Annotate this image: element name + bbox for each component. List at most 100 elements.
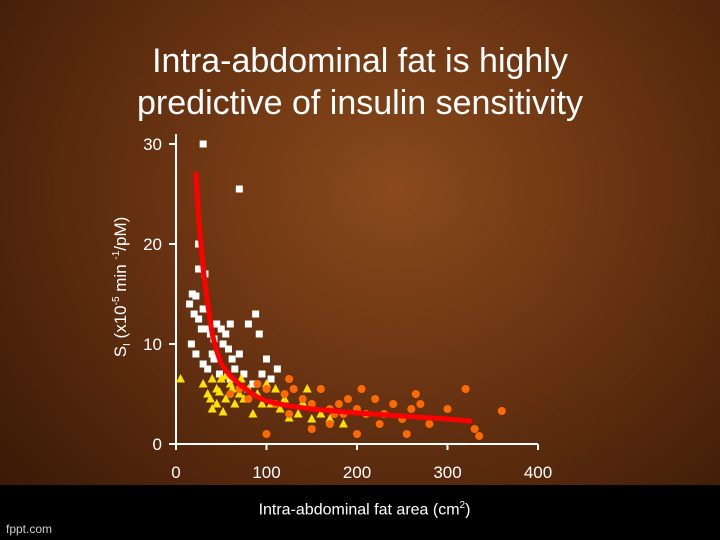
data-point-circle [343,395,352,403]
data-point-circle [416,400,425,408]
data-point-circle [407,405,416,413]
data-point-circle [353,430,361,438]
data-point-circle [375,420,384,428]
data-point-square [195,265,203,273]
data-point-triangle [212,399,222,408]
data-point-circle [307,400,316,408]
data-point-square [219,340,227,348]
data-point-square [192,292,200,300]
data-point-square [188,290,196,298]
data-point-triangle [293,409,303,418]
data-point-circle [475,432,484,440]
data-point-circle [298,395,307,403]
x-tick-label: 200 [343,463,371,482]
x-tick-label: 400 [524,463,552,482]
data-point-square [217,325,225,333]
data-point-square [204,325,212,333]
data-point-circle [226,390,235,398]
x-tick-label: 300 [433,463,461,482]
data-point-circle [289,385,298,393]
data-point-circle [470,425,479,433]
data-point-square [228,355,236,363]
data-point-square [249,380,257,388]
data-point-triangle [221,371,231,380]
data-point-square [197,325,205,333]
fit-curve-line [193,171,473,424]
data-point-circle [389,400,398,408]
data-point-square [252,310,260,318]
x-axis-label-sup: 2 [459,500,466,511]
data-point-triangle [316,409,326,418]
data-point-square [255,330,263,338]
data-point-circle [334,400,343,408]
data-point-square [213,320,221,328]
y-tick-label: 0 [153,435,162,454]
y-tick-label: 20 [143,235,162,254]
data-point-circle [316,385,325,393]
y-axis-label-tail: /pM) [110,216,130,251]
data-point-square [222,330,230,338]
data-point-square [226,320,234,328]
data-point-triangle [307,414,317,423]
data-point-square [231,365,239,373]
y-tick-label: 10 [143,335,162,354]
y-axis-label-sup1: -5 [111,296,123,306]
data-point-triangle [257,399,267,408]
data-point-square [258,370,266,378]
data-point-circle [461,385,470,393]
title-line-2: predictive of insulin sensitivity [137,84,583,122]
data-point-square [186,300,194,308]
data-point-triangle [325,414,335,423]
data-point-triangle [230,399,240,408]
data-point-square [199,140,207,148]
data-point-circle [280,390,289,398]
data-point-square [192,350,200,358]
data-point-circle [285,375,294,383]
data-point-triangle [262,379,271,388]
x-tick-label: 0 [171,463,180,482]
y-axis-label-s: S [110,345,130,358]
footer-bar: fppt.com [0,485,720,540]
data-point-circle [443,405,452,413]
data-point-triangle [198,379,208,388]
data-point-triangle [302,384,312,393]
y-tick-label: 30 [143,135,162,154]
data-point-circle [411,390,420,398]
data-point-square [240,370,248,378]
data-point-square [273,365,281,373]
data-point-triangle [234,389,244,398]
data-point-square [187,340,195,348]
data-point-triangle [218,407,228,416]
x-axis-label: Intra-abdominal fat area (cm2) [0,500,720,519]
data-point-square [204,365,212,373]
data-point-circle [497,407,506,415]
y-axis-label-mid: (x10 [110,305,130,344]
data-point-triangle [176,374,186,383]
data-point-triangle [205,394,215,403]
data-point-square [244,320,252,328]
data-point-circle [262,430,271,438]
data-point-triangle [207,404,217,413]
data-point-square [210,355,218,363]
data-point-square [190,310,198,318]
data-point-circle [325,420,334,428]
y-axis-label: SI (x10-5 min -1/pM) [111,217,133,358]
data-point-triangle [248,409,258,418]
y-axis-label-sub: I [122,343,134,346]
data-point-triangle [221,394,231,403]
data-point-square [263,355,270,363]
data-point-square [208,350,216,358]
y-axis-label-mid2: min [110,259,130,297]
data-point-triangle [271,384,281,393]
data-point-circle [402,430,411,438]
data-point-square [199,360,207,368]
data-point-square [235,185,243,193]
data-point-triangle [214,387,224,396]
data-point-square [199,305,207,313]
data-point-triangle [280,394,290,403]
data-point-circle [425,420,434,428]
data-point-square [267,375,275,383]
data-point-circle [244,395,253,403]
data-point-circle [307,425,316,433]
